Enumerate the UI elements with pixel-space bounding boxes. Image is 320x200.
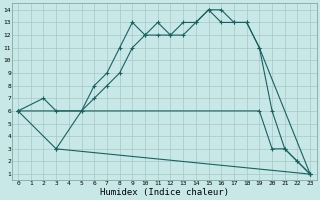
X-axis label: Humidex (Indice chaleur): Humidex (Indice chaleur) — [100, 188, 228, 197]
